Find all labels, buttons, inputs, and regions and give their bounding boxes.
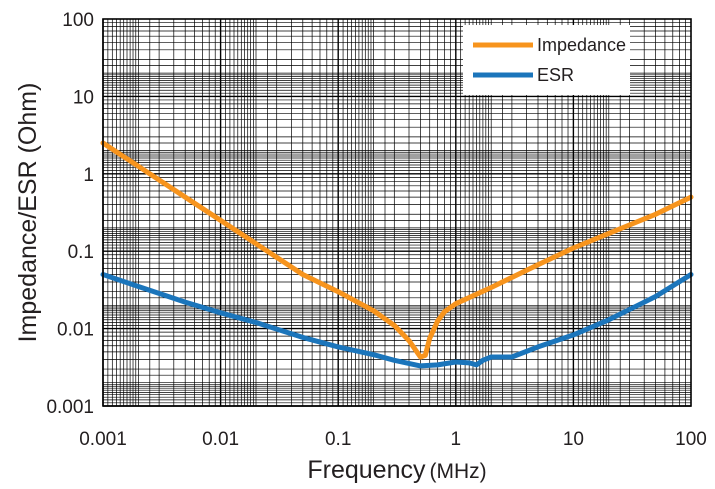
x-axis-title: Frequency (MHz) [307,456,486,484]
plot-frame [102,18,692,407]
series-line-impedance [100,140,694,360]
chart-series [100,140,694,369]
x-axis-title-unit: (MHz) [429,460,486,483]
x-tick-label: 0.1 [325,429,351,450]
y-tick-label: 10 [73,87,94,108]
y-tick-label: 1 [83,165,94,186]
x-axis-title-text: Frequency [307,456,426,484]
legend-label-impedance: Impedance [537,35,626,55]
y-tick-label: 0.01 [57,320,94,341]
x-tick-label: 100 [675,429,707,450]
x-tick-labels: 0.001 0.01 0.1 1 10 100 [79,429,707,450]
legend: Impedance ESR [463,25,630,95]
y-tick-label: 0.001 [46,397,94,418]
series-line-esr [100,272,694,369]
legend-box [463,25,630,95]
x-tick-label: 1 [451,429,462,450]
y-tick-label: 100 [62,10,94,31]
x-tick-label: 10 [563,429,584,450]
y-tick-label: 0.1 [68,242,94,263]
legend-label-esr: ESR [537,65,574,85]
x-tick-label: 0.001 [79,429,127,450]
y-axis-title: Impedance/ESR (Ohm) [14,83,42,343]
y-tick-labels: 0.001 0.01 0.1 1 10 100 [46,10,94,418]
x-tick-label: 0.01 [202,429,239,450]
